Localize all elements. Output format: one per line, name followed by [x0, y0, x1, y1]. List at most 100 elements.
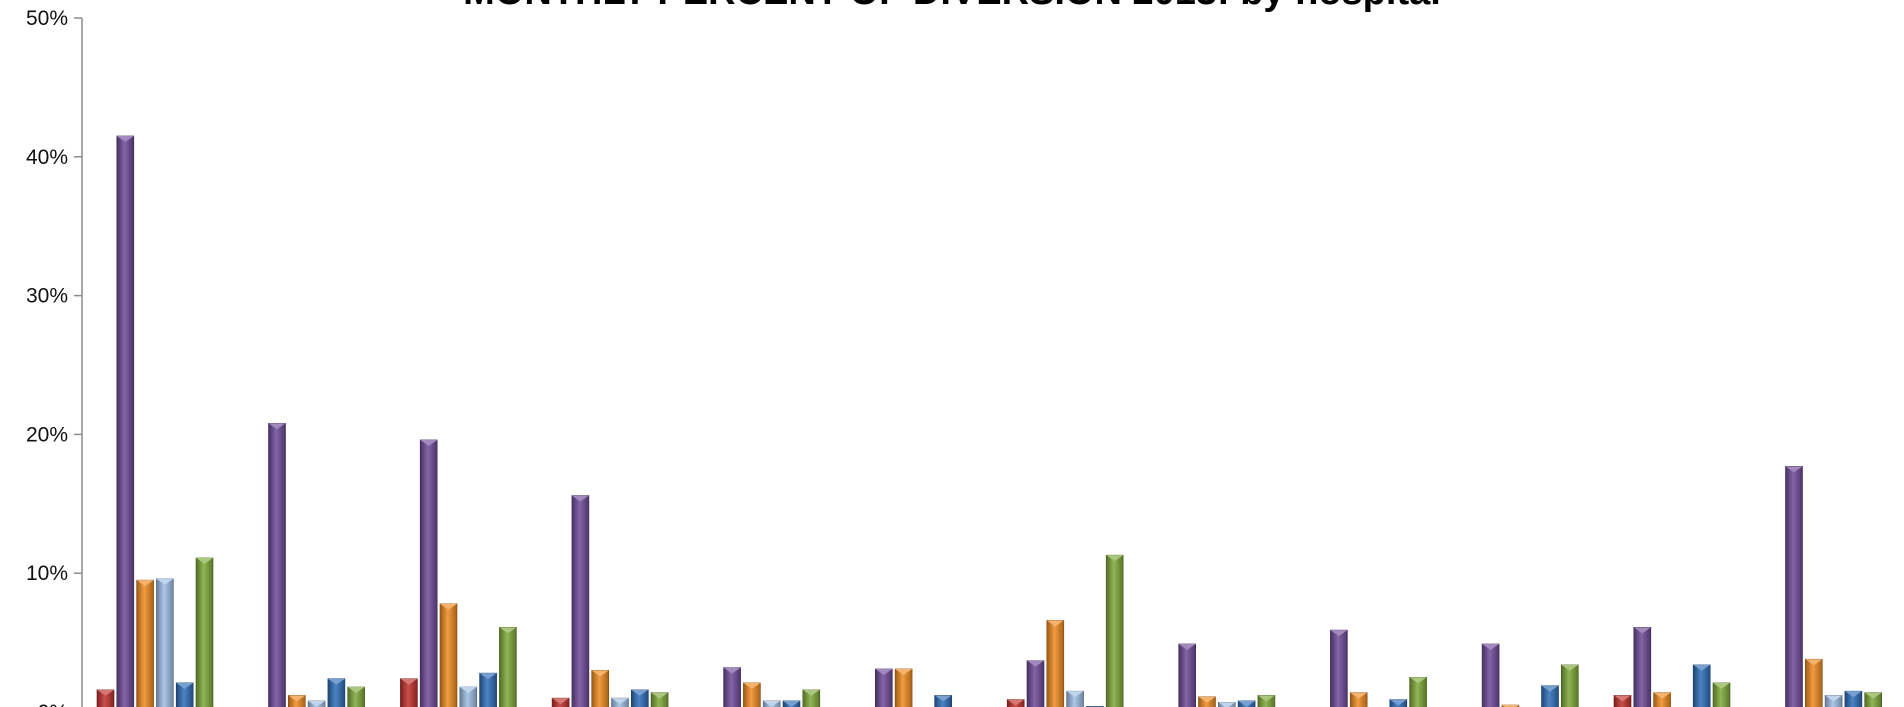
bar-series: [96, 135, 1882, 707]
bar-group-2: [268, 422, 366, 707]
y-tick-label: 10%: [26, 562, 68, 585]
bar-orange-7: [1046, 620, 1065, 707]
y-tick-label: 50%: [26, 7, 68, 30]
bar-cap-red-4: [552, 698, 570, 705]
bar-group-11: [1613, 627, 1731, 707]
bar-group-7: [1006, 554, 1124, 707]
bar-cap-lightblue-4: [611, 698, 629, 705]
bar-purple-10: [1481, 643, 1500, 707]
bar-cap-purple-10: [1482, 643, 1500, 650]
bar-cap-orange-8: [1198, 696, 1216, 703]
bar-orange-3: [439, 603, 458, 707]
bar-cap-green-7: [1106, 555, 1124, 562]
y-tick-label: 30%: [26, 285, 68, 308]
bar-cap-purple-11: [1633, 627, 1651, 634]
bar-group-10: [1481, 643, 1579, 707]
bar-cap-purple-1: [116, 135, 134, 142]
bar-cap-blue-3: [479, 673, 497, 680]
bar-cap-red-7: [1007, 699, 1025, 706]
bar-group-1: [96, 135, 214, 707]
bar-purple-11: [1633, 627, 1652, 707]
bar-cap-orange-5: [743, 682, 761, 689]
bar-cap-orange-1: [136, 580, 154, 587]
bar-purple-7: [1026, 660, 1045, 707]
bar-cap-green-10: [1561, 664, 1579, 671]
bar-cap-green-12: [1864, 692, 1882, 699]
bar-cap-lightblue-2: [308, 700, 326, 707]
bar-cap-blue-2: [327, 678, 345, 685]
bar-cap-green-5: [802, 689, 820, 696]
bar-cap-lightblue-1: [156, 578, 174, 585]
bar-purple-1: [116, 135, 135, 707]
y-tick-label: 40%: [26, 146, 68, 169]
bar-cap-blue-9: [1389, 699, 1407, 706]
y-axis: 0% 10% 20% 30% 40% 50%: [26, 7, 83, 707]
bar-cap-blue-11: [1693, 664, 1711, 671]
bar-group-4: [551, 495, 669, 707]
bar-cap-lightblue-5: [763, 700, 781, 707]
bar-group-6: [874, 668, 953, 707]
bar-group-5: [723, 667, 821, 707]
bar-cap-blue-1: [176, 682, 194, 689]
bar-cap-blue-8: [1238, 700, 1256, 707]
bar-purple-3: [419, 439, 438, 707]
bar-purple-12: [1785, 466, 1803, 707]
bar-cap-green-8: [1257, 695, 1275, 702]
y-tick-label: 0%: [38, 701, 68, 707]
bar-cap-green-1: [196, 557, 213, 564]
bar-group-12: [1785, 466, 1882, 707]
bar-cap-blue-4: [631, 689, 649, 696]
bar-purple-8: [1178, 643, 1196, 707]
bar-cap-purple-6: [875, 668, 893, 675]
bar-cap-orange-2: [288, 695, 306, 702]
bar-cap-lightblue-8: [1218, 702, 1236, 707]
bar-cap-purple-9: [1330, 630, 1348, 637]
bar-cap-orange-3: [440, 603, 457, 610]
bar-cap-lightblue-3: [459, 687, 477, 694]
bar-cap-purple-8: [1178, 643, 1196, 650]
bar-cap-blue-12: [1844, 691, 1862, 698]
bar-group-8: [1178, 643, 1276, 707]
bar-cap-orange-6: [895, 668, 913, 675]
bar-purple-4: [571, 495, 590, 707]
bar-cap-blue-10: [1541, 685, 1559, 692]
chart-title: MONTHLY PERCENT OF DIVERSION 2013: by ho…: [463, 0, 1441, 13]
bar-green-1: [195, 557, 214, 707]
bar-cap-blue-6: [934, 695, 952, 702]
bar-purple-2: [268, 422, 286, 707]
bar-group-9: [1330, 629, 1427, 707]
bar-blue-11: [1692, 664, 1711, 707]
bar-cap-orange-7: [1046, 620, 1064, 627]
bar-cap-purple-4: [571, 495, 589, 502]
bar-cap-purple-2: [268, 423, 286, 430]
bar-cap-lightblue-12: [1825, 695, 1843, 702]
y-tick-label: 20%: [26, 423, 68, 446]
bar-cap-purple-12: [1785, 466, 1803, 473]
bar-green-7: [1105, 554, 1124, 707]
bar-cap-green-3: [499, 627, 517, 634]
bar-cap-purple-5: [723, 667, 741, 674]
bar-group-3: [400, 439, 517, 707]
bar-cap-purple-3: [420, 439, 438, 446]
bar-cap-green-11: [1713, 682, 1730, 689]
bar-cap-red-1: [97, 689, 114, 696]
bar-cap-orange-9: [1350, 692, 1368, 699]
bar-cap-orange-11: [1653, 692, 1671, 699]
bar-orange-1: [136, 579, 154, 707]
bar-cap-red-3: [400, 678, 418, 685]
bar-purple-9: [1330, 629, 1348, 707]
bar-cap-orange-4: [591, 670, 609, 677]
bar-cap-purple-7: [1027, 660, 1044, 667]
bar-cap-green-9: [1409, 677, 1427, 684]
bar-cap-green-2: [347, 687, 365, 694]
bar-cap-blue-5: [783, 700, 800, 707]
bar-cap-red-11: [1614, 695, 1631, 702]
bar-cap-lightblue-7: [1066, 691, 1084, 698]
bar-cap-orange-12: [1805, 659, 1823, 666]
bar-orange-12: [1805, 658, 1823, 707]
bar-lightblue-1: [156, 578, 174, 707]
bar-green-10: [1561, 664, 1579, 707]
bar-cap-green-4: [651, 692, 669, 699]
bar-green-3: [499, 627, 517, 707]
